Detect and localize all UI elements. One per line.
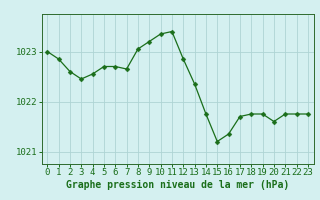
X-axis label: Graphe pression niveau de la mer (hPa): Graphe pression niveau de la mer (hPa) — [66, 180, 289, 190]
